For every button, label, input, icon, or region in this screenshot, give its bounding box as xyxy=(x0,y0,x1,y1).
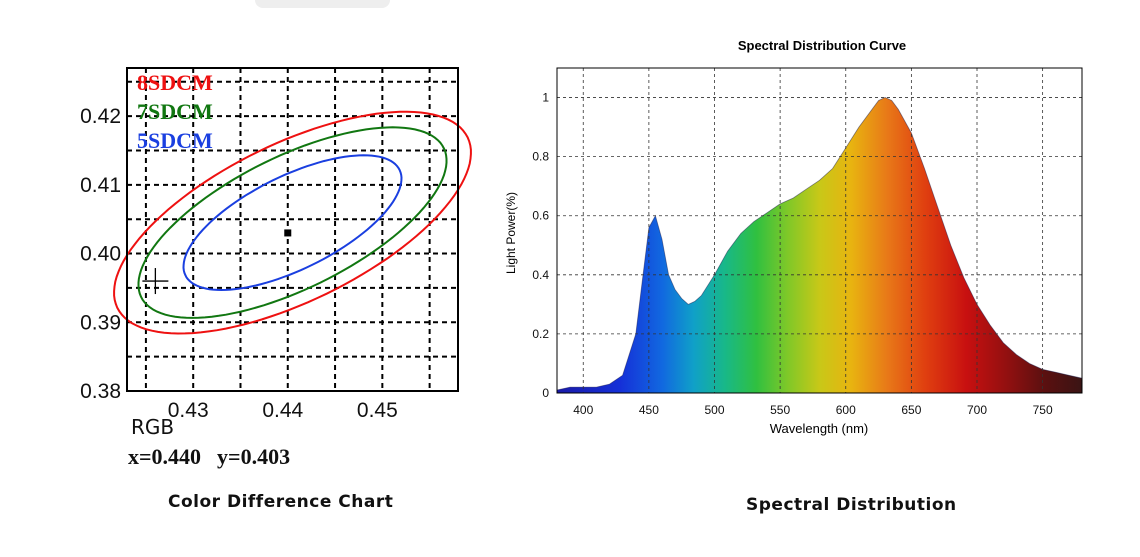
legend-7sdcm: 7SDCM xyxy=(137,99,213,124)
top-smudge xyxy=(255,0,390,8)
spd-y-axis-label: Light Power(%) xyxy=(504,192,518,274)
color-difference-panel: 0.38 0.39 0.40 0.41 0.42 0.43 0.44 0.45 8SDCM 7… xyxy=(0,0,560,557)
cie-y-tick-1: 0.39 xyxy=(80,311,121,334)
spectrum-outline xyxy=(556,97,1083,391)
rgb-label: RGB xyxy=(131,415,175,439)
cie-points xyxy=(142,229,292,295)
cie-y-tick-4: 0.42 xyxy=(80,105,121,128)
spd-x-tick-5: 650 xyxy=(901,403,921,417)
spd-x-tick-0: 400 xyxy=(573,403,593,417)
cie-y-tick-2: 0.40 xyxy=(80,243,121,266)
color-difference-chart: 0.38 0.39 0.40 0.41 0.42 0.43 0.44 0.45 8SDCM 7… xyxy=(80,67,472,422)
spd-x-tick-7: 750 xyxy=(1033,403,1053,417)
spd-x-tick-labels: 400 450 500 550 600 650 700 750 xyxy=(573,403,1053,417)
spd-y-tick-0: 0 xyxy=(542,386,549,400)
spectral-distribution-chart: Spectral Distribution Curve 0 0.2 0.4 0.6 0.… xyxy=(504,38,1083,436)
cie-x-tick-0: 0.43 xyxy=(168,399,209,422)
spectrum-area xyxy=(557,97,1082,393)
cie-y-tick-3: 0.41 xyxy=(80,174,121,197)
spd-x-tick-4: 600 xyxy=(836,403,856,417)
cie-x-tick-2: 0.45 xyxy=(357,399,398,422)
spd-grid xyxy=(557,68,1082,394)
spectral-distribution-caption: Spectral Distribution xyxy=(746,495,957,515)
cie-grid xyxy=(127,68,458,391)
spd-y-tick-5: 1 xyxy=(542,91,549,105)
x-readout: x=0.440 xyxy=(128,444,202,469)
cie-plot-frame xyxy=(126,67,459,392)
spd-x-tick-6: 700 xyxy=(967,403,987,417)
spd-x-tick-3: 550 xyxy=(770,403,790,417)
spd-y-tick-2: 0.4 xyxy=(532,268,549,282)
spd-title: Spectral Distribution Curve xyxy=(738,38,906,53)
xy-readout: x=0.440 y=0.403 xyxy=(128,444,306,470)
spd-x-axis-label: Wavelength (nm) xyxy=(770,421,869,436)
crosshair-marker xyxy=(142,268,169,295)
y-readout: y=0.403 xyxy=(217,444,291,469)
chromaticity-point xyxy=(284,229,292,237)
legend-5sdcm: 5SDCM xyxy=(137,128,213,153)
ellipse-5sdcm xyxy=(182,154,403,292)
cie-y-tick-0: 0.38 xyxy=(80,380,121,403)
ellipse-8sdcm xyxy=(113,110,472,335)
spd-y-tick-4: 0.8 xyxy=(532,150,549,164)
spd-x-tick-2: 500 xyxy=(704,403,724,417)
legend-8sdcm: 8SDCM xyxy=(137,70,213,95)
cie-x-tick-labels: 0.43 0.44 0.45 xyxy=(168,399,398,422)
cie-x-tick-1: 0.44 xyxy=(262,399,303,422)
cie-ellipses xyxy=(113,110,472,335)
spd-y-tick-labels: 0 0.2 0.4 0.6 0.8 1 xyxy=(532,91,549,400)
ellipse-7sdcm xyxy=(137,126,448,319)
color-difference-caption: Color Difference Chart xyxy=(168,492,394,512)
spd-y-tick-1: 0.2 xyxy=(532,327,549,341)
cie-legend: 8SDCM 7SDCM 5SDCM xyxy=(137,70,213,153)
spd-x-tick-1: 450 xyxy=(639,403,659,417)
spd-y-tick-3: 0.6 xyxy=(532,209,549,223)
spectral-distribution-panel: Spectral Distribution Curve 0 0.2 0.4 0.6 0.… xyxy=(504,0,1140,557)
cie-y-tick-labels: 0.38 0.39 0.40 0.41 0.42 xyxy=(80,105,121,403)
spd-plot-frame xyxy=(556,67,1083,394)
